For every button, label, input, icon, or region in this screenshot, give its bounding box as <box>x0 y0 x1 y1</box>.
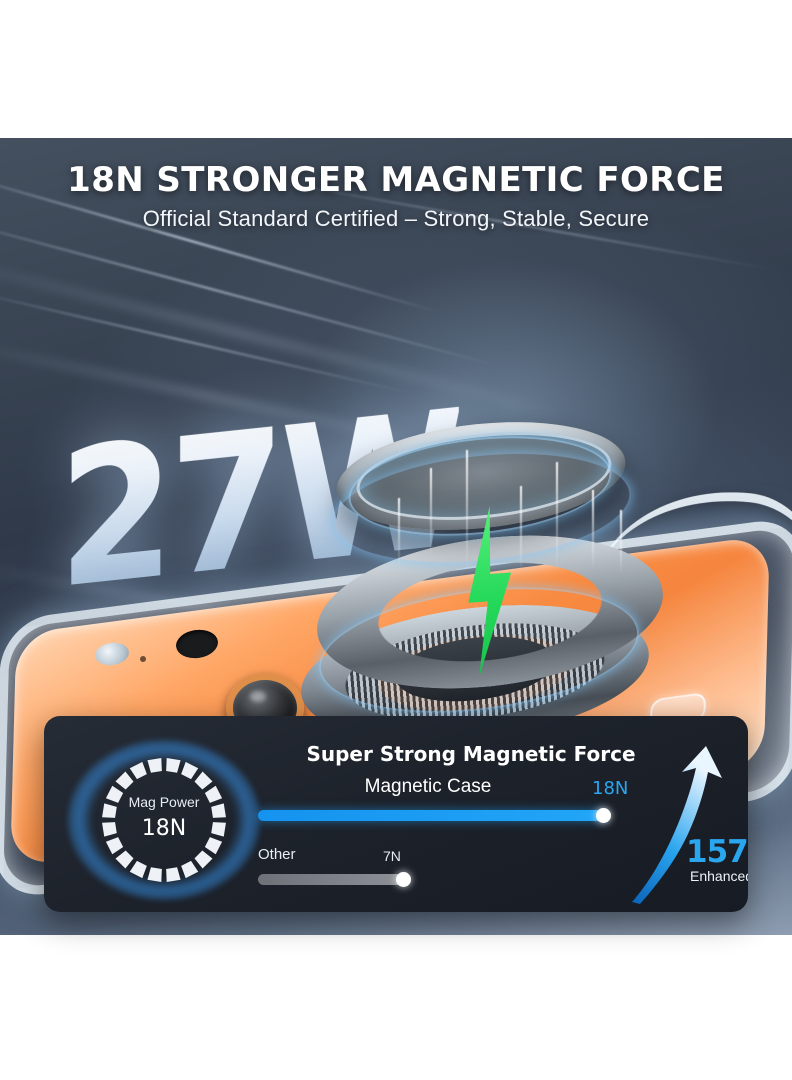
gauge-segment <box>181 761 199 780</box>
primary-bar-value: 18N <box>592 778 629 799</box>
energy-spark <box>556 462 558 570</box>
primary-bar-track <box>258 808 611 823</box>
up-trend-arrow-icon <box>630 746 740 906</box>
gauge-segment <box>115 850 134 869</box>
mag-power-gauge: Mag Power 18N <box>68 740 260 900</box>
energy-spark <box>466 450 468 570</box>
gauge-segment <box>194 771 213 790</box>
primary-bar-label: Magnetic Case <box>364 776 492 797</box>
gauge-segment <box>204 837 223 855</box>
secondary-bar-label: Other <box>258 846 296 863</box>
gauge-segment <box>105 785 124 803</box>
gauge-label: Mag Power <box>128 794 200 810</box>
gauge-segment <box>204 785 223 803</box>
gauge-segment <box>102 803 117 818</box>
improvement-caption: Enhanced <box>690 868 748 884</box>
gauge-segment <box>181 860 199 879</box>
improvement-percent: 157% <box>686 834 748 870</box>
energy-spark <box>430 468 432 558</box>
primary-bar-knob <box>596 808 611 823</box>
gauge-segment <box>211 822 226 837</box>
gauge-segment <box>105 837 124 855</box>
gauge-segment <box>129 860 147 879</box>
gauge-segment <box>129 761 147 780</box>
gauge-segment <box>147 758 162 773</box>
gauge-segment <box>194 850 213 869</box>
gauge-value: 18N <box>141 816 187 841</box>
energy-spark <box>592 490 594 570</box>
page-headline: 18N STRONGER MAGNETIC FORCE <box>67 160 725 200</box>
microphone-dot-icon <box>140 656 146 662</box>
energy-spark <box>398 498 400 568</box>
gauge-segment <box>166 867 181 882</box>
page-subheadline: Official Standard Certified – Strong, St… <box>142 206 650 231</box>
secondary-bar-track <box>258 872 411 887</box>
gauge-segments-icon <box>102 758 226 882</box>
gauge-segment <box>115 771 134 790</box>
gauge-segment <box>166 758 181 773</box>
light-streak <box>0 210 500 368</box>
gauge-segment <box>147 867 162 882</box>
gauge-glow <box>68 740 260 900</box>
magnetic-force-panel: Super Strong Magnetic Force Mag Power 18… <box>44 716 748 912</box>
light-streak <box>0 288 409 394</box>
secondary-bar-knob <box>396 872 411 887</box>
energy-spark <box>620 510 622 574</box>
secondary-bar-value: 7N <box>383 848 401 864</box>
energy-spark <box>520 486 522 572</box>
gauge-segment <box>211 803 226 818</box>
panel-title: Super Strong Magnetic Force <box>306 742 636 766</box>
gauge-segment <box>102 822 117 837</box>
